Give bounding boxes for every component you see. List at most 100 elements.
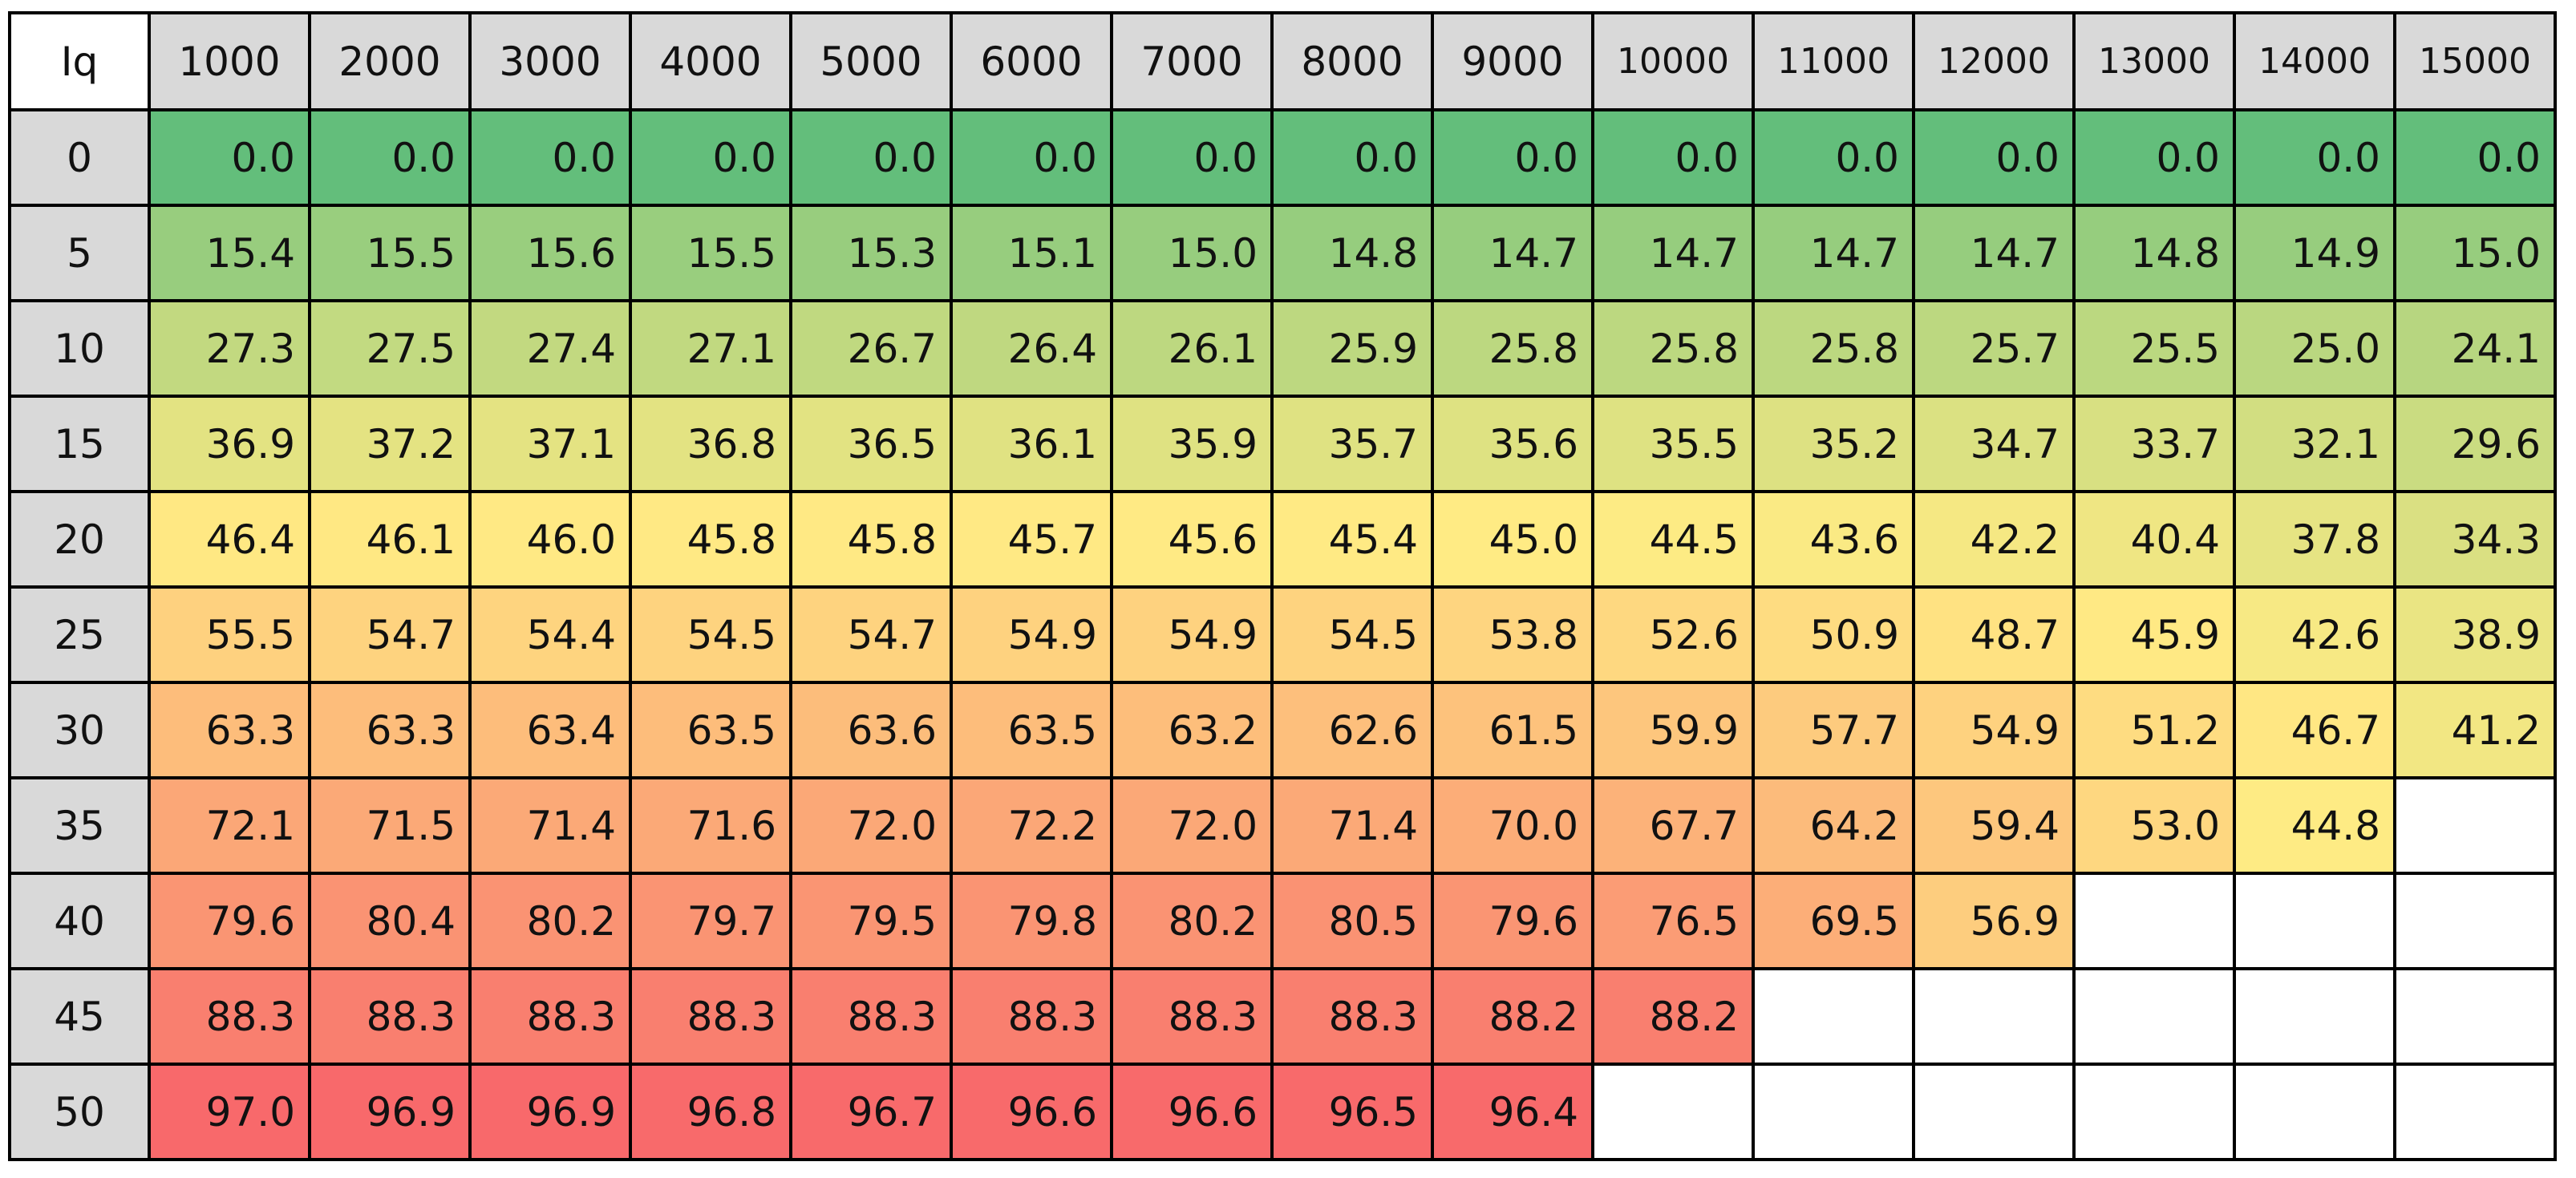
column-header: 2000: [308, 11, 472, 111]
heatmap-cell: 15.6: [468, 204, 632, 302]
heatmap-cell: 34.7: [1912, 395, 2076, 493]
heatmap-cell: 88.3: [1270, 967, 1434, 1066]
heatmap-cell: 0.0: [1431, 108, 1594, 207]
heatmap-cell: 15.0: [2393, 204, 2557, 302]
heatmap-cell: 0.0: [789, 108, 953, 207]
column-header: 15000: [2393, 11, 2557, 111]
empty-cell: [2233, 967, 2396, 1066]
heatmap-cell: 63.5: [629, 681, 792, 779]
table-row: 5 15.4 15.5 15.6 15.5 15.3 15.1 15.0 14.8 14.7 14.…: [8, 204, 2557, 302]
empty-cell: [2393, 776, 2557, 875]
heatmap-cell: 57.7: [1752, 681, 1915, 779]
column-header: 3000: [468, 11, 632, 111]
heatmap-cell: 42.6: [2233, 585, 2396, 684]
heatmap-cell: 88.2: [1431, 967, 1594, 1066]
heatmap-cell: 35.7: [1270, 395, 1434, 493]
heatmap-cell: 35.9: [1110, 395, 1274, 493]
column-header: 11000: [1752, 11, 1915, 111]
heatmap-cell: 76.5: [1591, 872, 1755, 970]
heatmap-cell: 64.2: [1752, 776, 1915, 875]
heatmap-cell: 14.9: [2233, 204, 2396, 302]
heatmap-cell: 44.8: [2233, 776, 2396, 875]
table-row: 45 88.3 88.3 88.3 88.3 88.3 88.3 88.3 88.3 88.2 88…: [8, 967, 2557, 1066]
heatmap-cell: 14.7: [1591, 204, 1755, 302]
heatmap-cell: 45.4: [1270, 490, 1434, 589]
heatmap-cell: 61.5: [1431, 681, 1594, 779]
table-row: 20 46.4 46.1 46.0 45.8 45.8 45.7 45.6 45.4 45.0 44…: [8, 490, 2557, 589]
heatmap-cell: 27.3: [148, 299, 311, 398]
heatmap-cell: 27.5: [308, 299, 472, 398]
row-header: 20: [8, 490, 151, 589]
heatmap-cell: 72.0: [789, 776, 953, 875]
row-header: 5: [8, 204, 151, 302]
heatmap-cell: 96.9: [468, 1063, 632, 1161]
heatmap-cell: 70.0: [1431, 776, 1594, 875]
heatmap-cell: 0.0: [1591, 108, 1755, 207]
heatmap-cell: 0.0: [1270, 108, 1434, 207]
heatmap-cell: 55.5: [148, 585, 311, 684]
heatmap-cell: 0.0: [308, 108, 472, 207]
heatmap-cell: 54.7: [789, 585, 953, 684]
heatmap-cell: 37.1: [468, 395, 632, 493]
heatmap-cell: 63.5: [950, 681, 1113, 779]
heatmap-cell: 45.0: [1431, 490, 1594, 589]
row-header: 30: [8, 681, 151, 779]
heatmap-cell: 14.7: [1431, 204, 1594, 302]
heatmap-cell: 80.2: [468, 872, 632, 970]
heatmap-cell: 54.9: [1912, 681, 2076, 779]
heatmap-cell: 80.4: [308, 872, 472, 970]
empty-cell: [2072, 967, 2236, 1066]
heatmap-cell: 80.2: [1110, 872, 1274, 970]
heatmap-cell: 48.7: [1912, 585, 2076, 684]
column-header: 14000: [2233, 11, 2396, 111]
row-header: 10: [8, 299, 151, 398]
empty-cell: [1752, 1063, 1915, 1161]
heatmap-cell: 63.3: [148, 681, 311, 779]
heatmap-cell: 63.2: [1110, 681, 1274, 779]
heatmap-cell: 15.1: [950, 204, 1113, 302]
heatmap-cell: 25.0: [2233, 299, 2396, 398]
heatmap-cell: 88.3: [789, 967, 953, 1066]
row-header: 40: [8, 872, 151, 970]
table-row: 25 55.5 54.7 54.4 54.5 54.7 54.9 54.9 54.5 53.8 52…: [8, 585, 2557, 684]
heatmap-cell: 62.6: [1270, 681, 1434, 779]
heatmap-cell: 96.6: [950, 1063, 1113, 1161]
heatmap-cell: 59.9: [1591, 681, 1755, 779]
header-row: Iq 1000 2000 3000 4000 5000 6000 7000 8000 9000 10…: [8, 11, 2557, 111]
empty-cell: [1591, 1063, 1755, 1161]
heatmap-cell: 46.4: [148, 490, 311, 589]
heatmap-cell: 25.8: [1431, 299, 1594, 398]
heatmap-cell: 72.1: [148, 776, 311, 875]
heatmap-cell: 29.6: [2393, 395, 2557, 493]
heatmap-cell: 71.4: [1270, 776, 1434, 875]
heatmap-cell: 38.9: [2393, 585, 2557, 684]
heatmap-cell: 79.7: [629, 872, 792, 970]
heatmap-cell: 0.0: [2393, 108, 2557, 207]
heatmap-cell: 14.7: [1752, 204, 1915, 302]
table-row: 15 36.9 37.2 37.1 36.8 36.5 36.1 35.9 35.7 35.6 35…: [8, 395, 2557, 493]
empty-cell: [2233, 872, 2396, 970]
heatmap-cell: 42.2: [1912, 490, 2076, 589]
heatmap-cell: 45.7: [950, 490, 1113, 589]
heatmap-cell: 59.4: [1912, 776, 2076, 875]
heatmap-cell: 97.0: [148, 1063, 311, 1161]
heatmap-cell: 0.0: [468, 108, 632, 207]
heatmap-cell: 0.0: [629, 108, 792, 207]
heatmap-cell: 0.0: [1912, 108, 2076, 207]
row-header: 0: [8, 108, 151, 207]
heatmap-cell: 45.8: [629, 490, 792, 589]
heatmap-cell: 96.7: [789, 1063, 953, 1161]
heatmap-cell: 26.7: [789, 299, 953, 398]
heatmap-cell: 0.0: [950, 108, 1113, 207]
column-header: 8000: [1270, 11, 1434, 111]
heatmap-cell: 71.4: [468, 776, 632, 875]
column-header: 5000: [789, 11, 953, 111]
heatmap-cell: 40.4: [2072, 490, 2236, 589]
heatmap-cell: 41.2: [2393, 681, 2557, 779]
heatmap-cell: 0.0: [1752, 108, 1915, 207]
table-row: 35 72.1 71.5 71.4 71.6 72.0 72.2 72.0 71.4 70.0 67…: [8, 776, 2557, 875]
heatmap-cell: 54.5: [1270, 585, 1434, 684]
column-header: 12000: [1912, 11, 2076, 111]
heatmap-cell: 25.9: [1270, 299, 1434, 398]
heatmap-cell: 54.4: [468, 585, 632, 684]
